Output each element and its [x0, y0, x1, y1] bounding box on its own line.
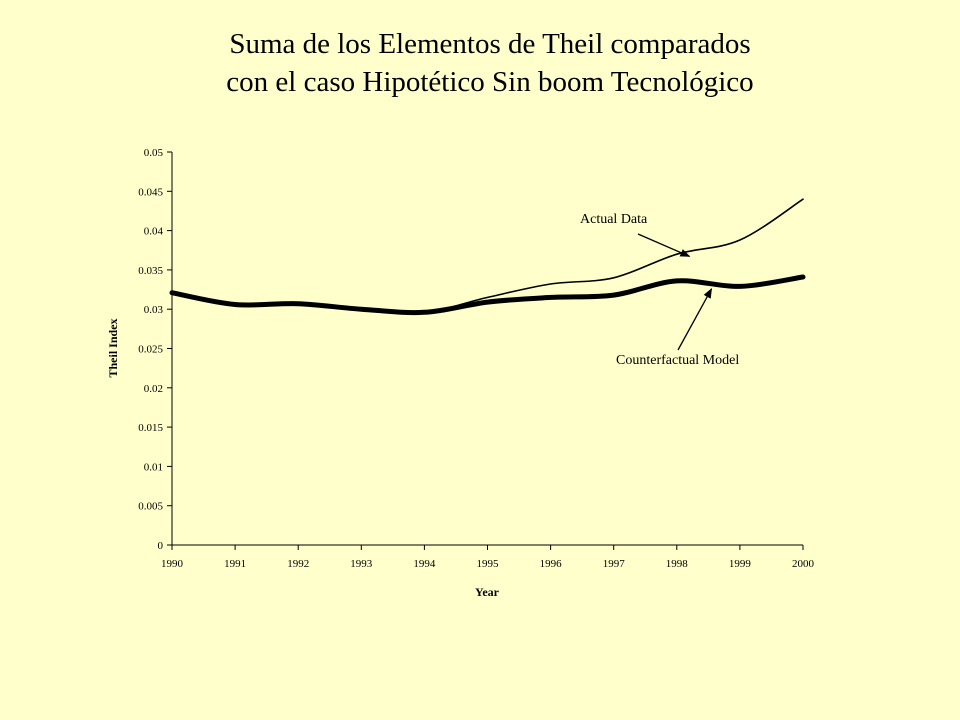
chart-title-line-2: con el caso Hipotético Sin boom Tecnológ…: [226, 66, 754, 98]
annotations: Actual Data Counterfactual Model: [580, 212, 739, 368]
y-tick-label: 0: [158, 540, 164, 552]
y-axis: 0 0.005 0.01 0.015 0.02 0.025 0.03 0.035 0.04 0.0…: [138, 147, 173, 552]
y-tick-label: 0.015: [138, 422, 163, 434]
chart-title-line-1: Suma de los Elementos de Theil comparado…: [229, 28, 751, 60]
y-tick-label: 0.03: [144, 304, 164, 316]
annotation-arrow: [677, 288, 713, 351]
x-tick-label: 1995: [477, 558, 500, 570]
y-tick-label: 0.04: [144, 226, 164, 238]
x-tick-label: 2000: [792, 558, 815, 570]
x-axis-title: Year: [475, 585, 500, 599]
x-tick-label: 1993: [350, 558, 373, 570]
x-tick-label: 1996: [540, 558, 563, 570]
x-tick-label: 1990: [161, 558, 184, 570]
y-tick-label: 0.05: [144, 147, 164, 159]
y-tick-label: 0.005: [138, 501, 163, 513]
annotation-actual-data: Actual Data: [580, 212, 691, 257]
x-axis: 1990 1991 1992 1993 1994 1995 1996 1997 1998 1999…: [161, 544, 815, 570]
y-tick-label: 0.045: [138, 186, 163, 198]
x-tick-label: 1991: [224, 558, 246, 570]
y-tick-label: 0.035: [138, 265, 163, 277]
y-tick-label: 0.025: [138, 344, 163, 356]
x-tick-label: 1999: [729, 558, 752, 570]
annotation-label: Actual Data: [580, 212, 648, 227]
series-lines: [169, 198, 806, 316]
annotation-label: Counterfactual Model: [616, 353, 739, 368]
annotation-counterfactual-model: Counterfactual Model: [616, 288, 739, 368]
y-tick-label: 0.02: [144, 383, 163, 395]
actual-data-line: [171, 198, 804, 314]
x-tick-label: 1994: [413, 558, 436, 570]
y-axis-title: Theil Index: [106, 318, 120, 377]
y-tick-label: 0.01: [144, 461, 163, 473]
x-tick-label: 1997: [603, 558, 626, 570]
x-tick-label: 1992: [287, 558, 309, 570]
x-tick-label: 1998: [666, 558, 689, 570]
annotation-arrow: [637, 233, 691, 257]
